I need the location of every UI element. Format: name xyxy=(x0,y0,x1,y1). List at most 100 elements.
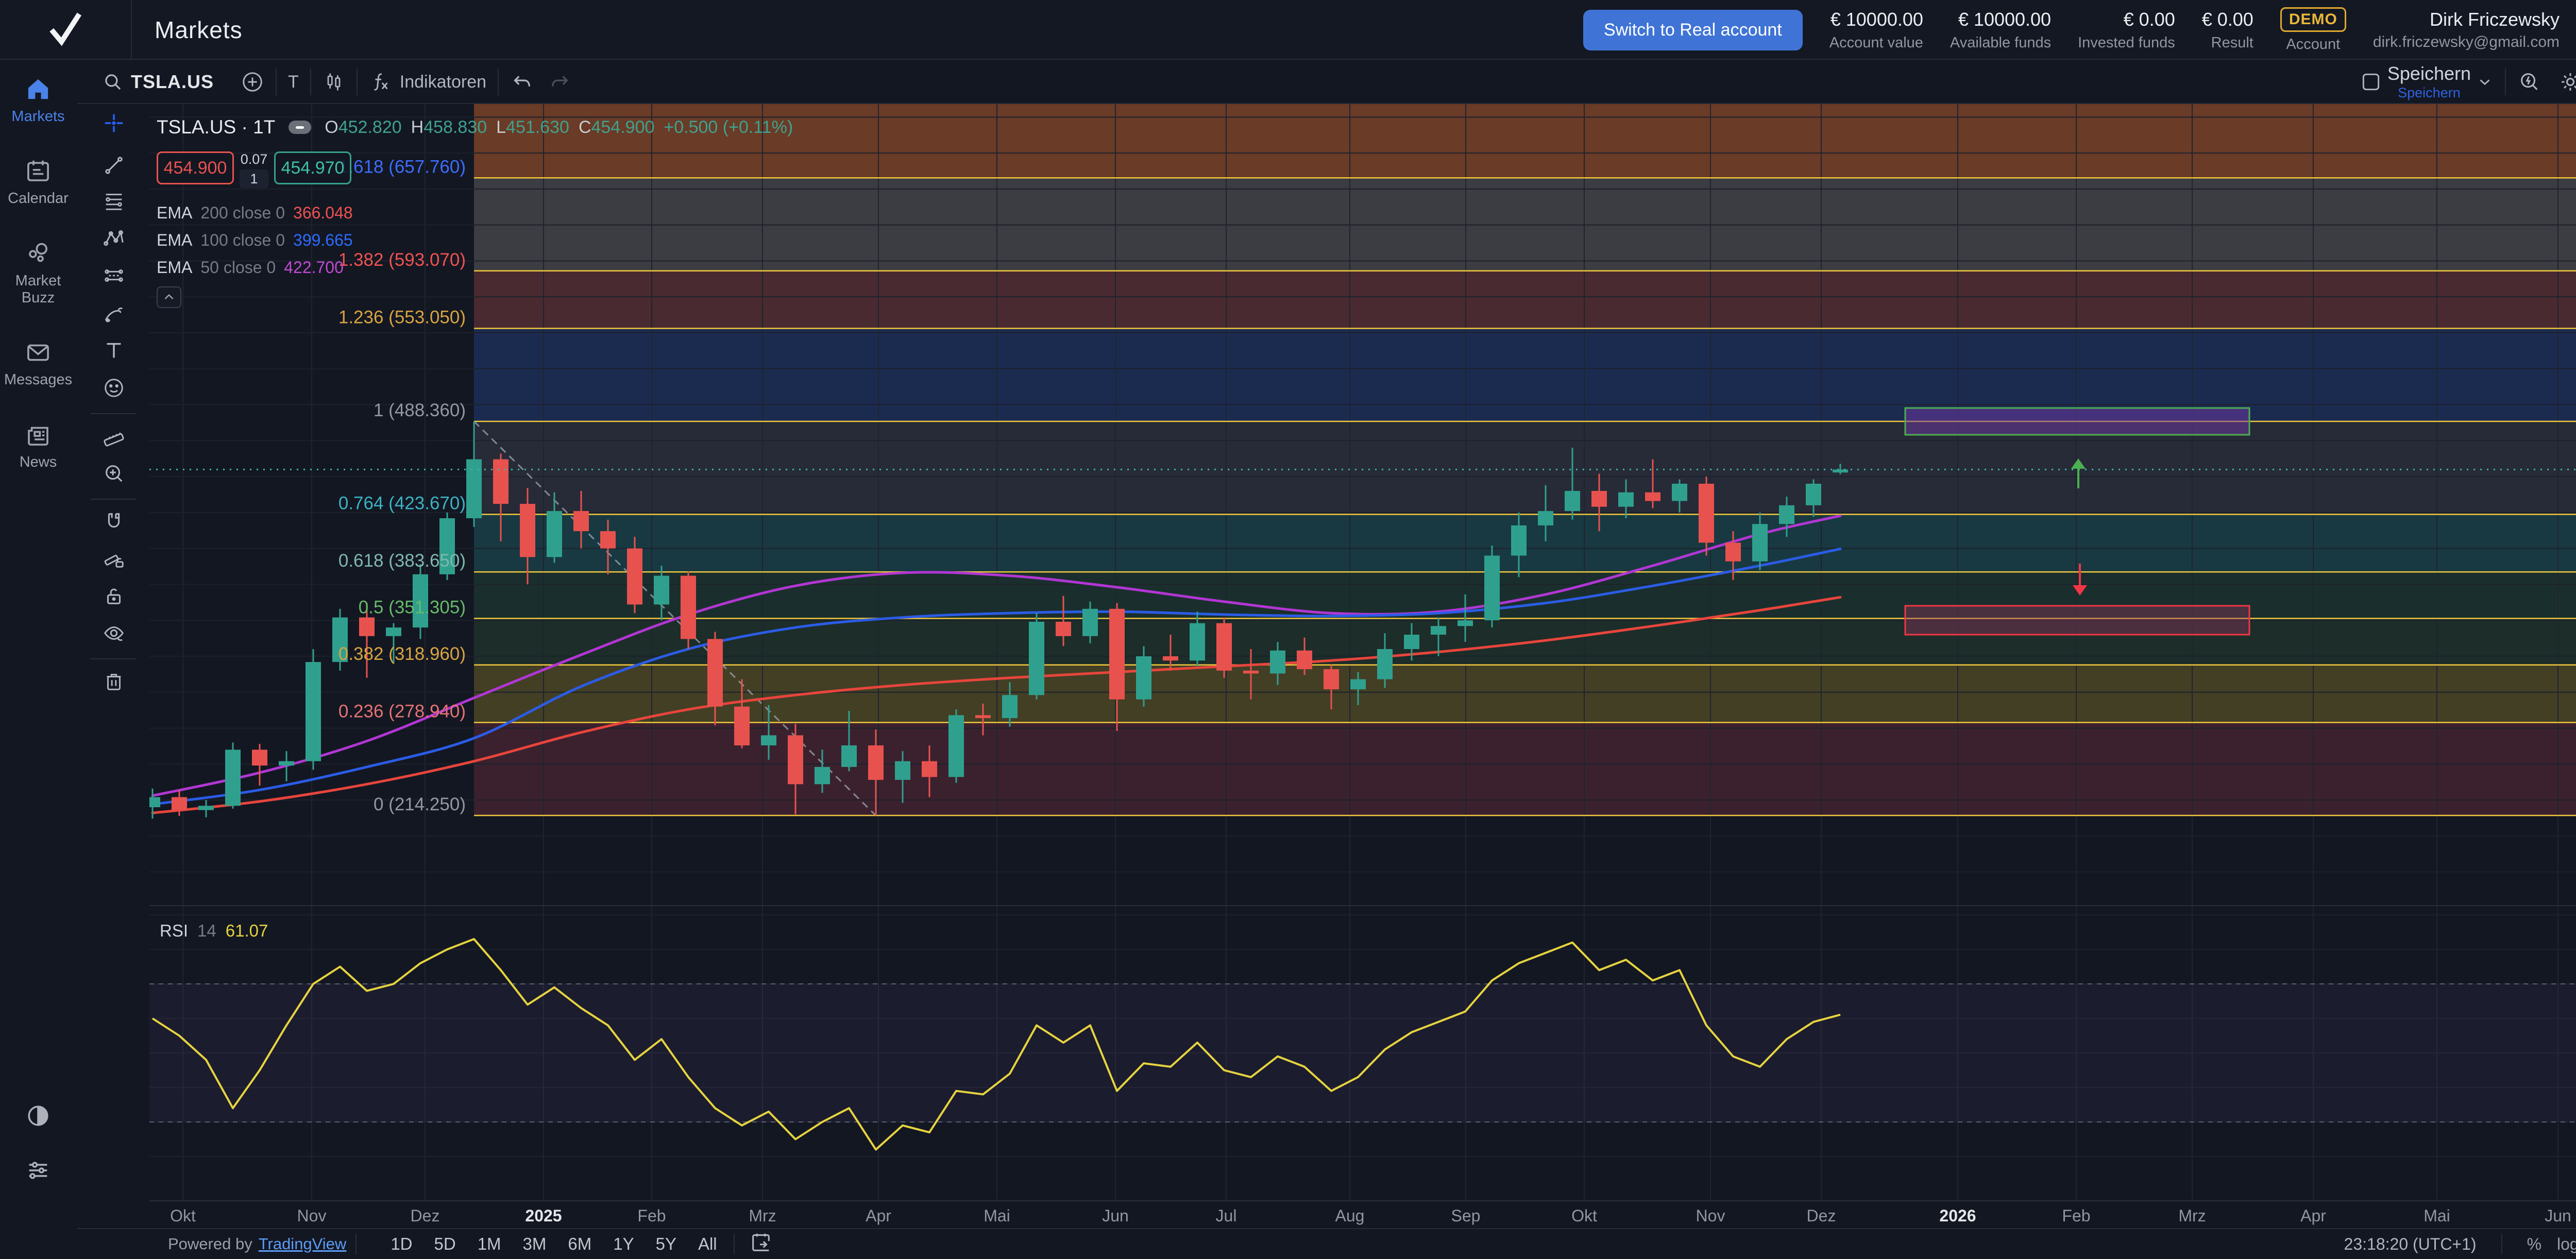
fib-label: 1.382 (593.070) xyxy=(338,250,466,270)
magnet-tool[interactable] xyxy=(102,510,126,534)
checkmark-logo-icon xyxy=(49,12,82,46)
header-right: Switch to Real account € 10000.00 Accoun… xyxy=(1583,0,2576,60)
tradingview-link[interactable]: TradingView xyxy=(258,1235,347,1253)
hide-drawings-tool[interactable] xyxy=(102,621,126,645)
range-6M[interactable]: 6M xyxy=(561,1231,599,1257)
sidebar-item-calendar[interactable]: Calendar xyxy=(0,157,76,207)
emoji-tool[interactable] xyxy=(102,376,126,400)
bottom-bar: Powered by TradingView 1D 5D 1M 3M 6M 1Y 5Y All… xyxy=(77,1228,2576,1259)
save-layout-button[interactable]: Speichern Speichern xyxy=(2387,62,2471,100)
legend-more-icon[interactable] xyxy=(289,121,312,134)
ema-100-row[interactable]: EMA 100 close 0 399.665 xyxy=(157,231,353,249)
range-1D[interactable]: 1D xyxy=(383,1231,419,1257)
user-email: dirk.friczewsky@gmail.com xyxy=(2372,33,2560,50)
chart-legend: TSLA.US · 1T O452.820 H458.830 L451.630 … xyxy=(157,116,793,308)
trend-line-tool[interactable] xyxy=(102,154,126,177)
sell-button[interactable]: 454.900 xyxy=(157,151,234,184)
redo-button[interactable] xyxy=(548,70,572,94)
down-arrow[interactable] xyxy=(2073,564,2087,596)
symbol-search[interactable]: TSLA.US xyxy=(102,71,214,93)
lock-all-tool[interactable] xyxy=(102,584,126,608)
up-arrow[interactable] xyxy=(2071,458,2086,488)
top-bar: Markets Switch to Real account € 10000.0… xyxy=(0,0,2576,60)
measure-tool[interactable] xyxy=(102,424,126,448)
ema-200-row[interactable]: EMA 200 close 0 366.048 xyxy=(157,203,353,222)
undo-icon xyxy=(514,76,531,87)
range-1M[interactable]: 1M xyxy=(470,1231,509,1257)
toolbar-separator xyxy=(310,69,311,95)
range-1Y[interactable]: 1Y xyxy=(606,1231,641,1257)
compare-add-button[interactable] xyxy=(241,70,264,94)
theme-toggle-button[interactable] xyxy=(0,1102,76,1129)
stat-result: € 0.00 Result xyxy=(2201,8,2253,51)
prediction-tool[interactable] xyxy=(102,264,126,287)
clock[interactable]: 23:18:20 (UTC+1) xyxy=(2344,1234,2477,1253)
flash-search-icon xyxy=(2521,73,2538,90)
indicators-button[interactable]: Indikatoren xyxy=(369,70,486,94)
quantity-field[interactable]: 1 xyxy=(240,169,268,188)
chevron-up-icon xyxy=(164,294,174,300)
ema-line[interactable] xyxy=(151,548,1842,806)
zoom-in-tool[interactable] xyxy=(102,462,126,485)
pane-divider[interactable] xyxy=(149,905,2576,906)
ema-50-row[interactable]: EMA 50 close 0 422.700 xyxy=(157,258,344,277)
ema-line[interactable] xyxy=(151,596,1842,814)
rsi-legend[interactable]: RSI 14 61.07 xyxy=(160,921,268,940)
candlestick-icon xyxy=(327,73,341,91)
legend-collapse-button[interactable] xyxy=(157,286,181,308)
zone-box[interactable] xyxy=(1904,407,2250,436)
left-nav-rail: Markets Calendar Market Buzz Messages xyxy=(0,61,76,1259)
user-name: Dirk Friczewsky xyxy=(2430,9,2560,30)
legend-symbol[interactable]: TSLA.US · 1T xyxy=(157,116,276,138)
chart-settings-button[interactable] xyxy=(2558,70,2576,94)
gear-icon xyxy=(2562,73,2576,91)
fx-icon xyxy=(374,73,388,91)
fib-label: 0 (214.250) xyxy=(374,794,466,814)
buy-button[interactable]: 454.970 xyxy=(274,151,351,184)
stat-invested-funds: € 0.00 Invested funds xyxy=(2078,8,2175,51)
layout-select-checkbox[interactable] xyxy=(2360,71,2382,93)
brush-tool[interactable] xyxy=(102,302,126,326)
goto-date-button[interactable] xyxy=(749,1230,773,1258)
spread-widget: 0.07 1 xyxy=(238,151,270,188)
goto-date-icon xyxy=(752,1233,770,1251)
chart-toolbar: TSLA.US T Indikatoren xyxy=(77,61,2576,104)
fib-retracement-tool[interactable] xyxy=(102,190,126,213)
main-pane[interactable] xyxy=(145,177,2576,819)
crosshair-tool[interactable] xyxy=(102,111,126,135)
demo-badge: DEMO xyxy=(2280,7,2346,32)
switch-to-real-button[interactable]: Switch to Real account xyxy=(1583,9,1803,50)
chart-style-button[interactable] xyxy=(323,71,345,93)
sidebar-item-news[interactable]: News xyxy=(0,421,76,471)
percent-scale-toggle[interactable]: % xyxy=(2527,1234,2542,1253)
range-5Y[interactable]: 5Y xyxy=(649,1231,684,1257)
sidebar-item-market-buzz[interactable]: Market Buzz xyxy=(0,240,76,307)
sidebar-item-messages[interactable]: Messages xyxy=(0,338,76,388)
drawing-mode-lock-tool[interactable] xyxy=(102,547,126,571)
sidebar-item-markets[interactable]: Markets xyxy=(0,75,76,125)
square-icon xyxy=(2362,73,2380,91)
pattern-tool[interactable] xyxy=(102,227,126,250)
redo-icon xyxy=(552,76,568,87)
brand-logo[interactable] xyxy=(0,0,132,60)
zone-box[interactable] xyxy=(1904,605,2250,636)
log-scale-toggle[interactable]: log xyxy=(2557,1234,2576,1253)
settings-sliders-button[interactable] xyxy=(0,1157,76,1184)
ohlc-values: O452.820 H458.830 L451.630 C454.900 +0.5… xyxy=(325,117,793,137)
range-3M[interactable]: 3M xyxy=(516,1231,554,1257)
ema-line[interactable] xyxy=(151,514,1842,797)
range-5D[interactable]: 5D xyxy=(427,1231,463,1257)
spread-value: 0.07 xyxy=(240,151,268,167)
rsi-pane[interactable] xyxy=(149,914,2576,1157)
quick-search-button[interactable] xyxy=(2517,70,2541,94)
toolbar-divider xyxy=(91,658,136,659)
save-dropdown-button[interactable] xyxy=(2476,73,2494,91)
range-All[interactable]: All xyxy=(691,1231,724,1257)
toolbar-divider xyxy=(91,413,136,414)
text-tool-button[interactable]: T xyxy=(288,72,299,92)
text-annotation-tool[interactable] xyxy=(102,339,126,363)
drawing-toolbar xyxy=(77,104,149,1228)
undo-button[interactable] xyxy=(510,70,534,94)
remove-drawings-tool[interactable] xyxy=(102,670,126,693)
